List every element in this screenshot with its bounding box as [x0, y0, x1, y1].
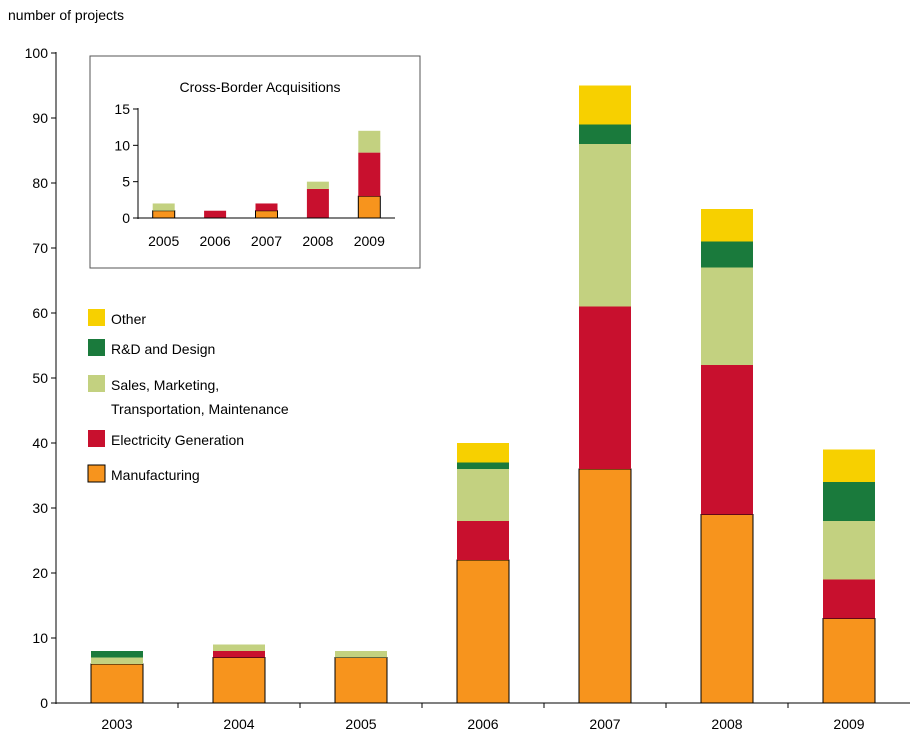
bar-segment — [579, 306, 631, 469]
bar-segment — [255, 203, 278, 211]
y-tick-label: 90 — [32, 110, 48, 126]
bar-segment — [457, 469, 509, 521]
legend-swatch — [88, 339, 105, 356]
x-tick-label: 2005 — [148, 233, 179, 249]
bar-segment — [91, 651, 143, 658]
legend-label: Other — [111, 311, 146, 327]
bar-segment — [358, 152, 381, 197]
y-axis-label: number of projects — [8, 7, 124, 23]
bar-segment — [700, 514, 754, 704]
x-tick-label: 2007 — [589, 716, 620, 732]
bar-segment — [358, 130, 381, 153]
legend-swatch — [88, 309, 105, 326]
bar-segment — [204, 210, 227, 218]
legend-label: Transportation, Maintenance — [111, 401, 289, 417]
bar-segment — [306, 188, 329, 218]
bar-segment — [91, 657, 143, 664]
x-tick-label: 2008 — [711, 716, 742, 732]
y-tick-label: 30 — [32, 500, 48, 516]
bar-segment — [579, 124, 631, 144]
x-tick-label: 2006 — [467, 716, 498, 732]
bar-segment — [152, 210, 176, 219]
y-tick-label: 10 — [32, 630, 48, 646]
legend-swatch — [87, 464, 106, 483]
bar-segment — [457, 462, 509, 469]
bar-segment — [212, 657, 266, 704]
bar-segment — [822, 618, 876, 704]
bar-segment — [90, 663, 144, 704]
bar-segment — [823, 521, 875, 580]
y-tick-label: 100 — [25, 45, 49, 61]
y-tick-label: 20 — [32, 565, 48, 581]
x-tick-label: 2003 — [101, 716, 132, 732]
y-tick-label: 10 — [114, 137, 130, 153]
bar-segment — [579, 144, 631, 307]
bar-segment — [457, 443, 509, 463]
y-tick-label: 50 — [32, 370, 48, 386]
bar-segment — [152, 203, 175, 211]
y-tick-label: 60 — [32, 305, 48, 321]
x-tick-label: 2006 — [200, 233, 231, 249]
legend-label: Sales, Marketing, — [111, 377, 219, 393]
y-tick-label: 15 — [114, 101, 130, 117]
bar-segment — [213, 651, 265, 658]
bar-segment — [701, 365, 753, 515]
y-tick-label: 5 — [122, 174, 130, 190]
bar-segment — [701, 241, 753, 268]
legend-label: Manufacturing — [111, 467, 200, 483]
legend-label: R&D and Design — [111, 341, 215, 357]
y-tick-label: 70 — [32, 240, 48, 256]
x-tick-label: 2009 — [354, 233, 385, 249]
bar-segment — [578, 468, 632, 704]
x-tick-label: 2004 — [223, 716, 254, 732]
bar-segment — [823, 579, 875, 619]
x-tick-label: 2005 — [345, 716, 376, 732]
bar-segment — [306, 181, 329, 189]
legend-swatch — [88, 375, 105, 392]
x-tick-label: 2007 — [251, 233, 282, 249]
y-tick-label: 0 — [122, 210, 130, 226]
bar-segment — [334, 657, 388, 704]
legend-label: Electricity Generation — [111, 432, 244, 448]
bar-segment — [255, 210, 278, 219]
y-tick-label: 40 — [32, 435, 48, 451]
bar-segment — [823, 449, 875, 482]
bar-segment — [701, 267, 753, 365]
bar-segment — [457, 521, 509, 560]
bar-segment — [579, 85, 631, 125]
bar-segment — [335, 651, 387, 658]
bar-segment — [357, 195, 381, 219]
inset-title: Cross-Border Acquisitions — [179, 79, 340, 95]
legend-swatch — [88, 430, 105, 447]
x-tick-label: 2008 — [302, 233, 333, 249]
bar-segment — [823, 482, 875, 521]
y-tick-label: 80 — [32, 175, 48, 191]
bar-segment — [701, 209, 753, 242]
bar-segment — [456, 559, 510, 704]
bar-segment — [213, 644, 265, 651]
x-tick-label: 2009 — [833, 716, 864, 732]
y-tick-label: 0 — [40, 695, 48, 711]
